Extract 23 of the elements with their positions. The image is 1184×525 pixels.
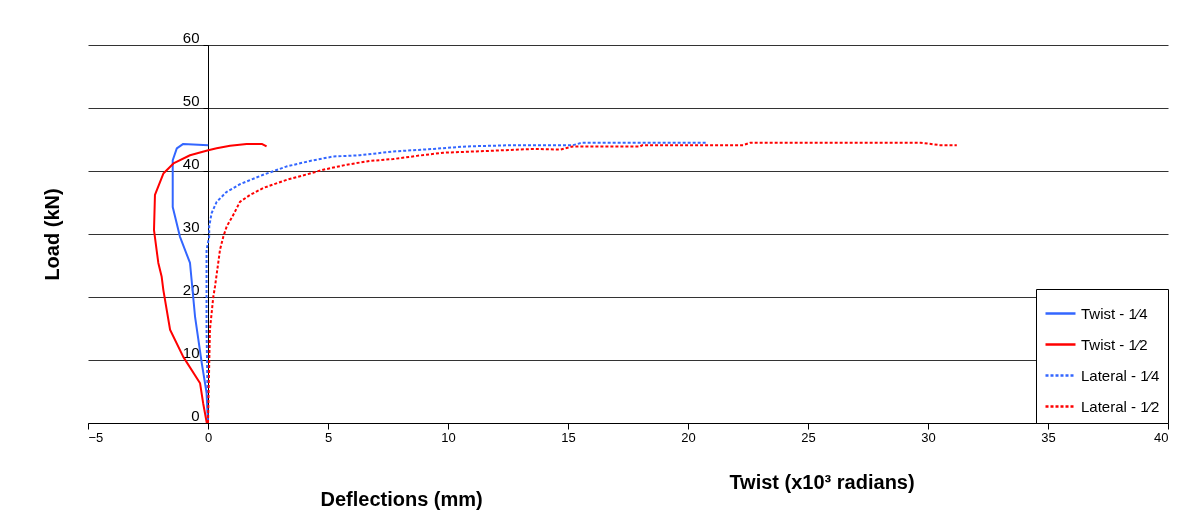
x-tick-label: 10 [441,429,456,445]
x-tick-label: 0 [204,429,213,445]
x-tick-label: 40 [1154,429,1169,445]
legend-label: Twist - 1⁄4 [1081,304,1148,322]
legend-label: Lateral - 1⁄2 [1081,397,1160,415]
y-tick-label: 60 [182,28,200,46]
y-tick-label: 40 [182,154,200,172]
y-tick-label: 50 [182,91,200,109]
x-tick-label: 5 [324,429,333,445]
y-tick-label: 10 [182,343,200,361]
text: Twist (x10³ radians) [729,471,915,493]
y-tick-label: 30 [182,217,200,235]
legend-label: Lateral - 1⁄4 [1081,366,1160,384]
y-tick-label: 0 [191,406,200,424]
x-tick-label: −5 [88,429,104,445]
x-tick-label: 25 [801,429,816,445]
x-tick-label: 20 [681,429,696,445]
x-tick-label: 15 [561,429,576,445]
x-tick-label: 35 [1041,429,1056,445]
legend-label: Twist - 1⁄2 [1081,335,1148,353]
x-tick-label: 30 [921,429,936,445]
y-axis-title: Load (kN) [40,188,63,281]
x-axis-title: Deflections (mm) [320,487,483,510]
